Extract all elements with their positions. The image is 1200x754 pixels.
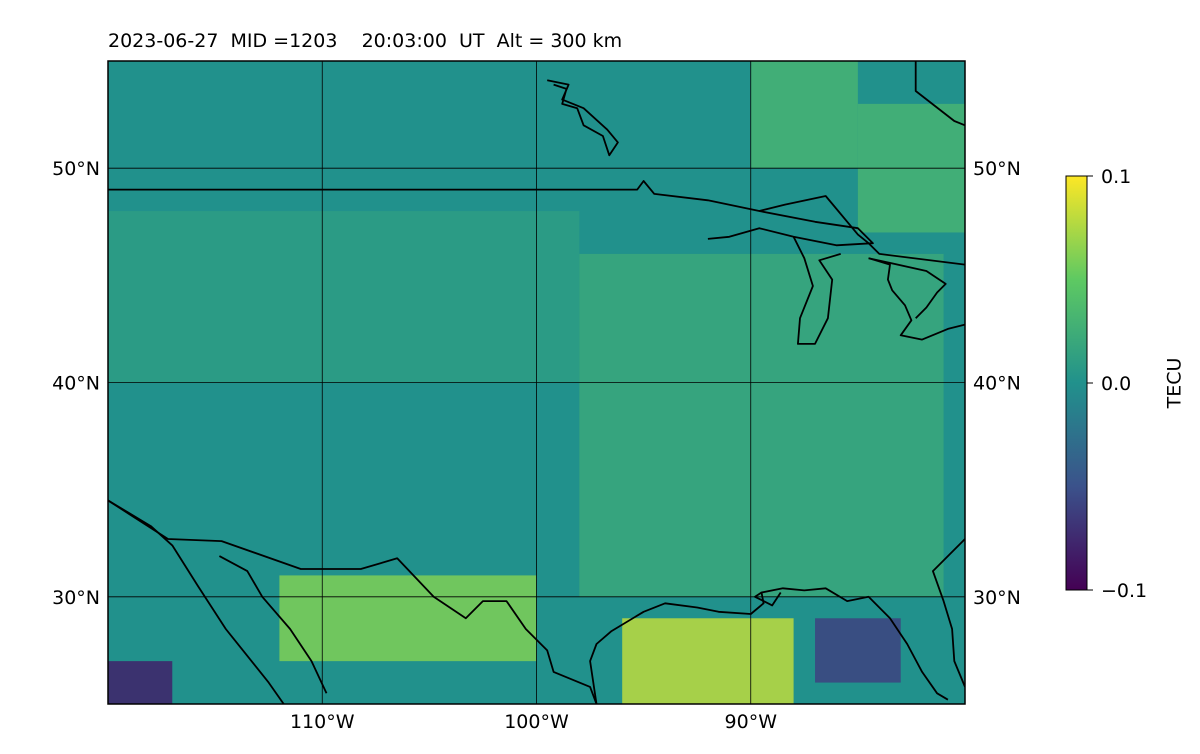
y-tick-label-left: 40°N — [52, 373, 100, 395]
coastlines — [108, 61, 965, 704]
heat-region-2 — [579, 253, 944, 597]
coastline-5 — [108, 499, 598, 704]
colorbar-tick-label: −0.1 — [1101, 580, 1147, 602]
colorbar-gradient — [1065, 175, 1088, 591]
coastline-3 — [868, 257, 965, 341]
coastline-9 — [932, 538, 965, 688]
coastline-6 — [108, 499, 285, 704]
x-tick-label: 110°W — [290, 711, 355, 733]
heat-region-1 — [108, 211, 580, 383]
y-tick-label-right: 50°N — [973, 158, 1021, 180]
colorbar-tick-label: 0.0 — [1101, 373, 1131, 395]
map-frame — [107, 60, 966, 705]
y-tick-label-right: 40°N — [973, 373, 1021, 395]
coastline-11 — [547, 79, 619, 157]
heat-region-5 — [279, 575, 537, 662]
heat-region-3 — [750, 61, 858, 169]
coastline-12 — [914, 61, 965, 127]
x-tick-label: 90°W — [725, 711, 778, 733]
colorbar-tick-label: 0.1 — [1101, 166, 1131, 188]
x-tick-label: 100°W — [504, 711, 569, 733]
heat-region-6 — [622, 618, 794, 704]
coastline-7 — [218, 555, 328, 694]
y-tick-label-right: 30°N — [973, 587, 1021, 609]
colorbar-label: TECU — [1164, 358, 1186, 410]
heat-region-8 — [815, 618, 901, 683]
coastline-4 — [868, 257, 947, 319]
coastline-2 — [792, 236, 841, 345]
gridlines — [108, 61, 965, 704]
colorbar: 0.1 0.0 −0.1 TECU — [1065, 166, 1186, 602]
coastline-1 — [707, 210, 874, 247]
y-tick-label-left: 30°N — [52, 587, 100, 609]
chart-title: 2023-06-27 MID =1203 20:03:00 UT Alt = 3… — [108, 30, 623, 52]
heat-region-7 — [108, 661, 173, 704]
coastline-10 — [754, 591, 782, 607]
coastline-0 — [108, 180, 965, 266]
y-tick-label-left: 50°N — [52, 158, 100, 180]
